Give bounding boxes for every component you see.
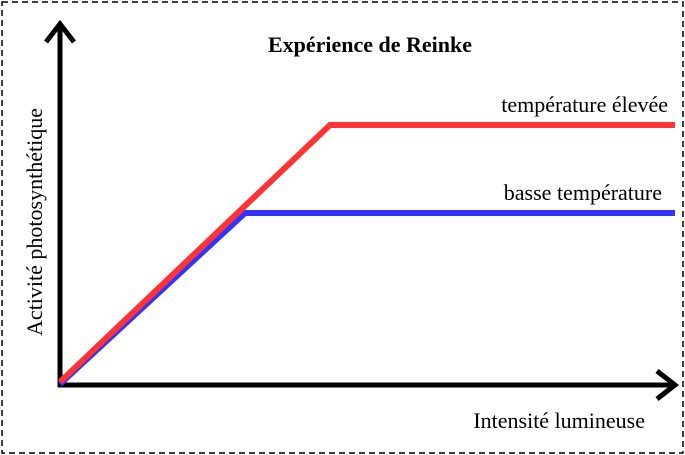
- high-temp-curve: [57, 122, 675, 385]
- title: Expérience de Reinke: [268, 32, 472, 57]
- curve-label: température élevée: [501, 92, 668, 117]
- x-axis-arrow: [655, 369, 680, 401]
- curve-label: basse température: [504, 180, 662, 205]
- y-axis-label: Activité photosynthétique: [22, 108, 47, 336]
- x-axis-label: Intensité lumineuse: [473, 408, 645, 433]
- y-axis-arrow: [44, 19, 76, 44]
